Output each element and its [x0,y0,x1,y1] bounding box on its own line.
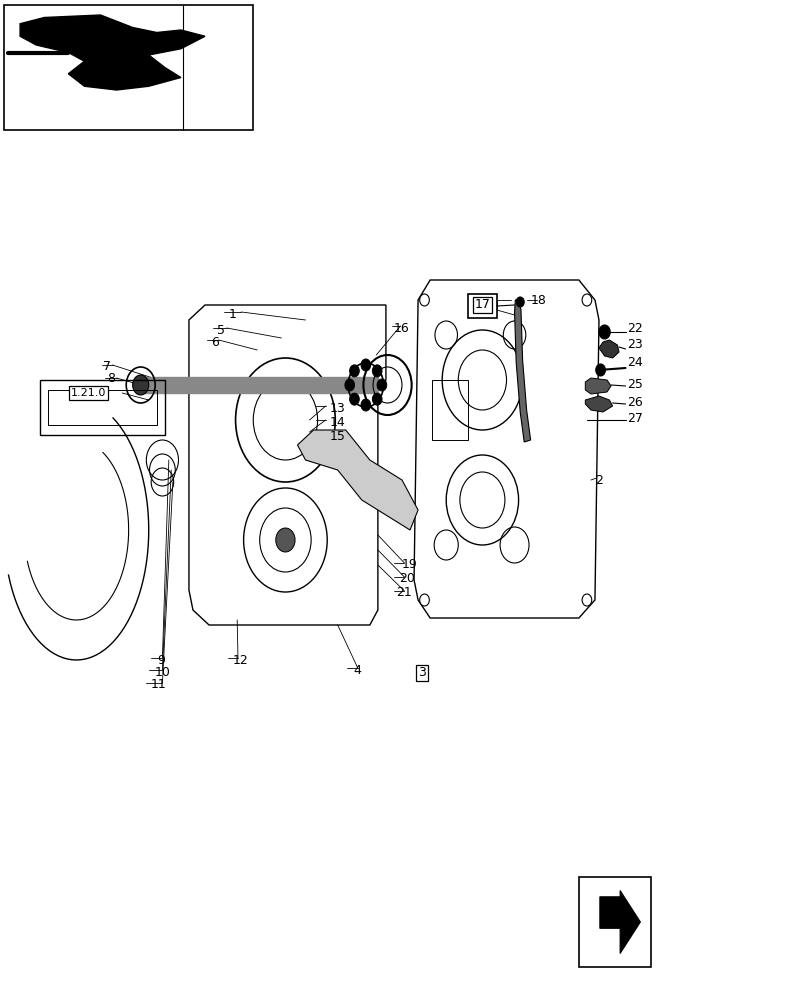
Text: 12: 12 [233,654,249,666]
Polygon shape [297,430,418,530]
Polygon shape [20,15,205,90]
Text: 27: 27 [626,412,642,424]
Circle shape [372,365,381,377]
Text: 18: 18 [530,294,546,306]
Circle shape [349,365,359,377]
Text: 7: 7 [103,360,111,373]
Circle shape [581,294,591,306]
Text: 14: 14 [329,416,345,428]
Text: 3: 3 [418,666,426,680]
Circle shape [361,399,370,411]
Text: 9: 9 [157,654,165,666]
Text: 20: 20 [399,572,415,585]
Polygon shape [514,300,530,442]
Circle shape [598,325,609,339]
Polygon shape [585,396,612,412]
Circle shape [132,375,149,395]
Polygon shape [598,340,618,358]
Text: 5: 5 [217,324,225,336]
Circle shape [349,393,359,405]
Circle shape [100,45,116,65]
Text: 8: 8 [107,372,115,385]
Polygon shape [599,890,639,954]
Bar [431,380,467,440]
Text: 22: 22 [626,322,642,334]
Text: 15: 15 [329,430,345,442]
Circle shape [123,62,142,86]
Text: 13: 13 [329,401,345,414]
Text: 23: 23 [626,338,642,351]
Text: 4: 4 [353,664,361,676]
Circle shape [372,393,381,405]
Circle shape [419,294,429,306]
Bar [40,380,165,435]
Text: 24: 24 [626,356,642,368]
Circle shape [377,379,386,391]
Text: 2: 2 [594,474,602,487]
Circle shape [581,594,591,606]
Circle shape [361,359,370,371]
Circle shape [516,297,524,307]
Text: 1.21.0: 1.21.0 [71,388,106,398]
Text: 19: 19 [402,558,418,572]
Text: 6: 6 [210,336,218,349]
Bar [467,294,496,318]
Text: 26: 26 [626,395,642,408]
Text: 11: 11 [151,678,167,692]
Text: 25: 25 [626,377,642,390]
Text: 16: 16 [393,322,410,334]
Polygon shape [414,280,598,618]
Circle shape [595,364,605,376]
Circle shape [344,379,354,391]
Text: 17: 17 [474,298,490,312]
Text: 10: 10 [154,666,170,678]
Text: 21: 21 [396,586,412,599]
Text: 1: 1 [229,308,237,322]
Bar [578,877,650,967]
Circle shape [275,528,295,552]
Polygon shape [189,305,385,625]
Bar [48,390,157,425]
Bar [4,5,253,130]
Circle shape [419,594,429,606]
Polygon shape [585,378,610,394]
